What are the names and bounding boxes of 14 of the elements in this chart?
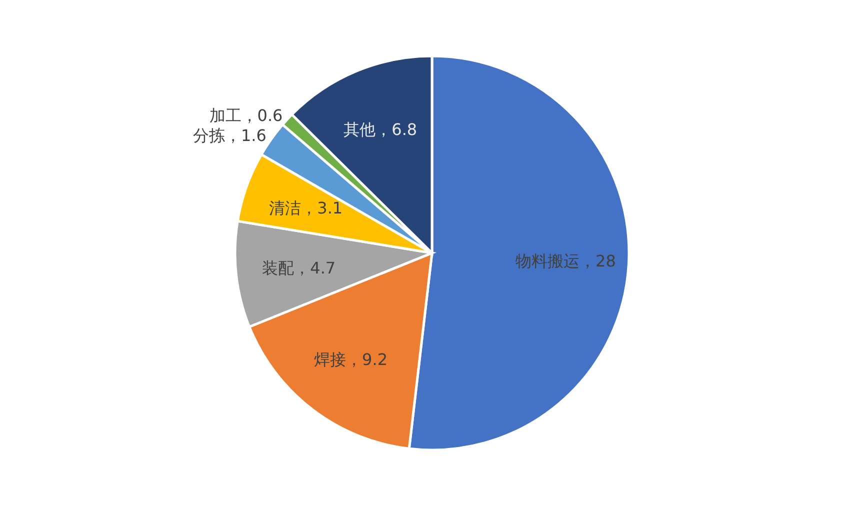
slice-label: 其他 bbox=[344, 120, 376, 139]
slice-label: 清洁 bbox=[269, 198, 302, 218]
data-label: ，28 bbox=[580, 251, 616, 270]
slice-label: 装配 bbox=[262, 258, 294, 278]
slice-label: 焊接 bbox=[314, 350, 346, 370]
data-label: ，6.8 bbox=[376, 120, 418, 139]
data-label: ，1.6 bbox=[224, 126, 266, 146]
data-label: ，9.2 bbox=[346, 350, 388, 370]
slice-label: 分拣 bbox=[192, 126, 225, 146]
slice-label: 物料搬运 bbox=[516, 251, 580, 270]
data-label: ，0.6 bbox=[241, 106, 283, 126]
data-label: ，4.7 bbox=[294, 258, 336, 278]
slice-label: 加工 bbox=[209, 106, 242, 126]
data-label: ，3.1 bbox=[301, 198, 343, 218]
